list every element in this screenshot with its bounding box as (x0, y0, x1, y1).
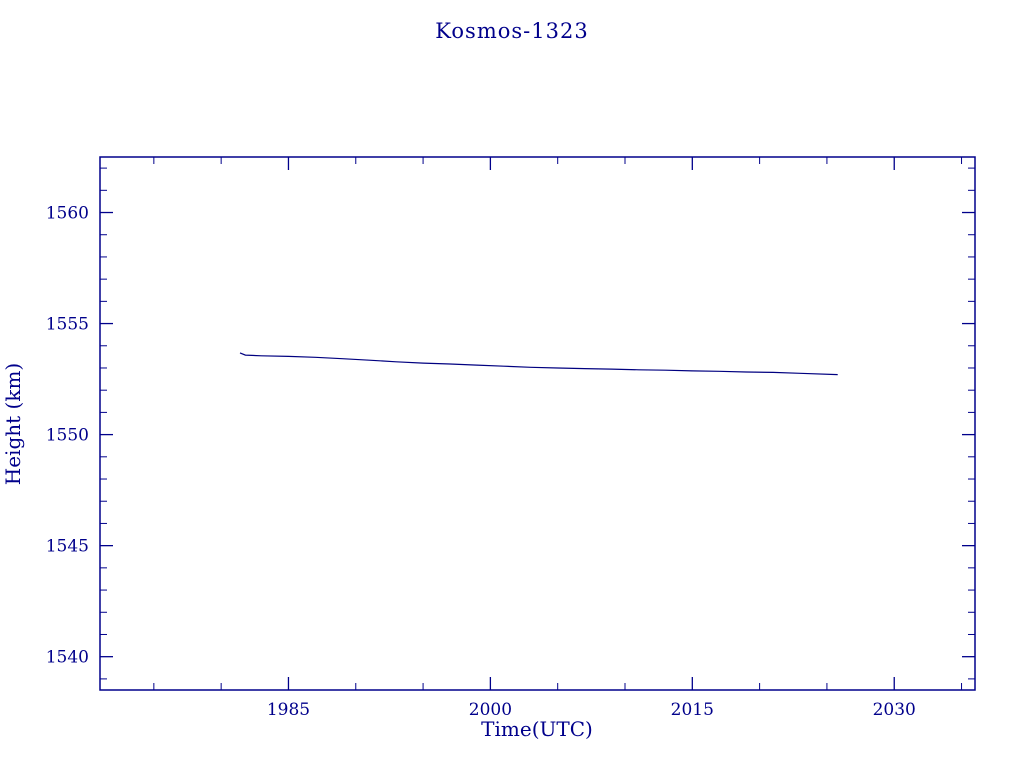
y-tick-label: 1545 (46, 537, 89, 557)
y-tick-label: 1560 (46, 204, 89, 224)
axis-ticks (100, 157, 975, 690)
y-tick-label: 1550 (46, 426, 89, 446)
series-line-height-km (239, 352, 838, 376)
x-tick-label: 2000 (469, 700, 512, 720)
x-tick-label: 1985 (267, 700, 310, 720)
plot-border (99, 156, 976, 691)
x-tick-label: 2015 (671, 700, 714, 720)
data-series (239, 352, 838, 376)
x-tick-label: 2030 (873, 700, 916, 720)
plot-frame (99, 156, 976, 691)
chart-title: Kosmos-1323 (435, 19, 588, 43)
y-tick-label: 1555 (46, 315, 89, 335)
y-tick-label: 1540 (46, 648, 89, 668)
x-axis-label: Time(UTC) (481, 717, 593, 741)
axis-tick-labels: 1985 2000 2015 2030 1540 1545 1550 1555 1560 (46, 204, 916, 720)
y-axis-label: Height (km) (1, 363, 25, 485)
